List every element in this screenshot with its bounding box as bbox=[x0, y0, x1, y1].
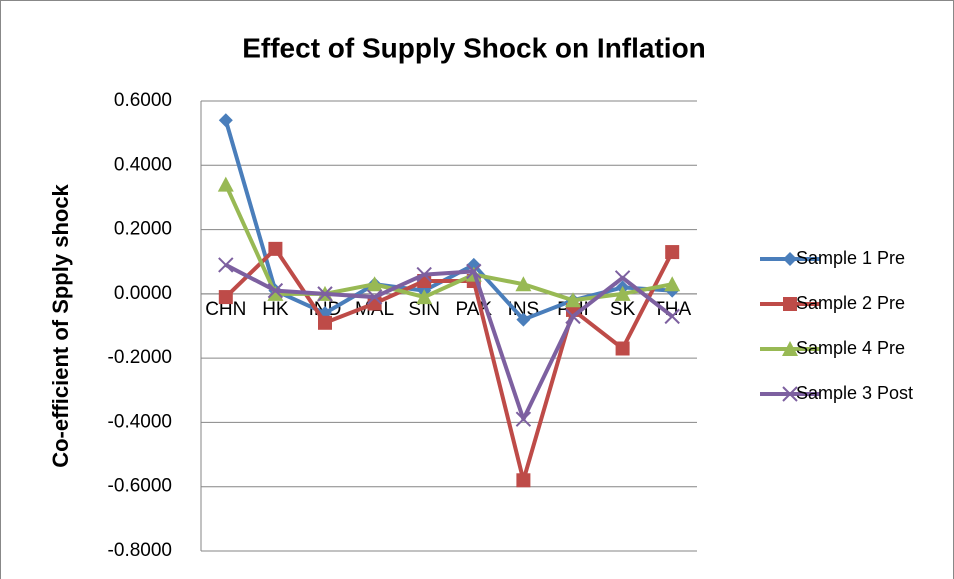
marker bbox=[516, 312, 531, 327]
marker bbox=[267, 282, 284, 299]
legend-marker bbox=[783, 252, 797, 266]
x-tick-label: HK bbox=[262, 299, 289, 320]
y-tick-label: 0.2000 bbox=[114, 219, 172, 240]
marker bbox=[515, 411, 532, 427]
marker bbox=[218, 290, 233, 305]
y-tick-label: 0.6000 bbox=[114, 90, 172, 111]
marker bbox=[366, 276, 383, 292]
legend-label: Sample 1 Pre bbox=[796, 248, 905, 268]
marker bbox=[516, 473, 531, 488]
legend-label: Sample 2 Pre bbox=[796, 293, 905, 313]
marker bbox=[614, 270, 631, 286]
x-tick-label: SIN bbox=[408, 299, 440, 320]
series-line bbox=[223, 119, 673, 322]
legend-marker bbox=[782, 341, 798, 356]
marker bbox=[416, 266, 432, 283]
marker bbox=[218, 113, 233, 128]
legend-marker bbox=[782, 386, 798, 402]
marker bbox=[318, 315, 332, 330]
y-tick-label: -0.8000 bbox=[108, 540, 172, 561]
x-tick-label: CHN bbox=[205, 299, 246, 320]
marker bbox=[615, 341, 630, 356]
marker bbox=[614, 285, 631, 301]
y-tick-label: -0.4000 bbox=[108, 411, 172, 432]
marker bbox=[267, 285, 284, 301]
legend-marker bbox=[783, 297, 797, 311]
legend-label: Sample 3 Post bbox=[796, 383, 913, 403]
marker bbox=[416, 289, 433, 305]
y-tick-label: -0.6000 bbox=[108, 476, 172, 497]
series-line bbox=[224, 263, 674, 422]
marker bbox=[565, 308, 581, 325]
marker bbox=[664, 308, 680, 325]
marker bbox=[664, 276, 681, 292]
y-axis-label: Co-efficient of Spply shock bbox=[48, 183, 73, 467]
marker bbox=[217, 176, 234, 192]
legend-label: Sample 4 Pre bbox=[796, 338, 905, 358]
marker bbox=[515, 276, 532, 292]
marker bbox=[218, 257, 234, 273]
x-tick-label: SK bbox=[610, 299, 636, 320]
marker bbox=[268, 241, 283, 256]
marker bbox=[565, 292, 581, 308]
chart-title: Effect of Supply Shock on Inflation bbox=[242, 32, 706, 63]
marker bbox=[317, 286, 333, 302]
y-tick-label: -0.2000 bbox=[108, 347, 172, 368]
marker bbox=[466, 263, 482, 280]
x-tick-label: THA bbox=[653, 299, 691, 320]
y-tick-label: 0.0000 bbox=[114, 283, 172, 304]
y-tick-label: 0.4000 bbox=[114, 154, 172, 175]
series-line bbox=[224, 246, 674, 483]
marker bbox=[665, 245, 680, 260]
marker bbox=[366, 289, 383, 305]
